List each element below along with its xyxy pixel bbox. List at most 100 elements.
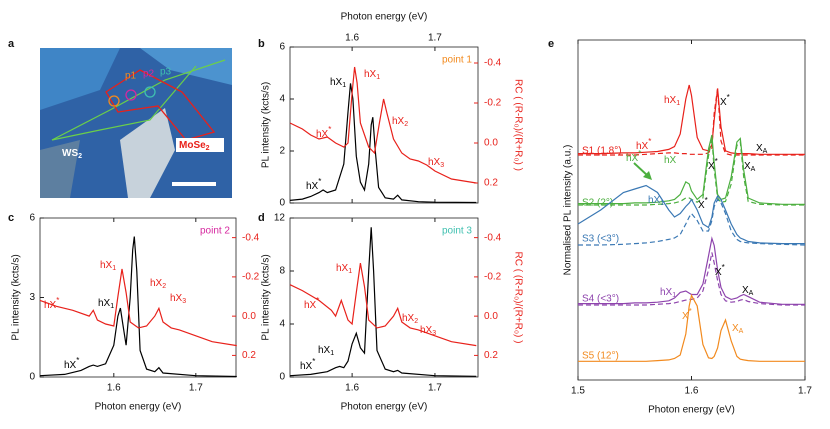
annotation-text: X [720, 97, 727, 108]
x-axis-label: Photon energy (eV) [341, 402, 428, 413]
annotation-sub: 2 [162, 283, 166, 290]
y-tick-label: 12 [274, 213, 286, 224]
annotation-sub: A [749, 290, 754, 297]
spectrum [578, 236, 805, 305]
panel-label: a [8, 38, 15, 50]
annotation-text: hX [428, 157, 441, 168]
y-axis-label: Normalised PL intensity (a.u.) [563, 145, 574, 276]
annotation-sup: * [727, 93, 730, 102]
x-tick-label: 1.7 [798, 386, 812, 397]
annotation-sup: * [316, 296, 319, 305]
y-tick-label: 6 [29, 213, 35, 224]
annotation: XA [756, 143, 768, 155]
label-sub: 2 [78, 153, 82, 160]
y2-tick-label: -0.2 [242, 272, 260, 283]
annotation-sub: A [763, 148, 768, 155]
y2-axis-label: RC ( (R-R₀)/(R+R₀) ) [512, 79, 523, 171]
image-label: p3 [160, 67, 172, 78]
annotation-text: X [708, 161, 715, 172]
annotation-sub: 3 [432, 330, 436, 337]
annotation-text: hX [648, 195, 661, 206]
series-label: S3 (<3°) [582, 234, 619, 245]
series-label: S1 (1.8°) [582, 146, 622, 157]
spectrum [577, 184, 805, 245]
annotation-sup: * [648, 137, 651, 146]
x-tick-label: 1.5 [571, 386, 585, 397]
annotation-sub: 1 [348, 268, 352, 275]
annotation-text: hX [660, 287, 673, 298]
annotation-sup: * [318, 177, 321, 186]
plot-frame [289, 46, 479, 204]
x-tick-label: 1.7 [428, 383, 442, 394]
annotation-text: hX [664, 155, 677, 166]
plot-frame [289, 217, 479, 378]
annotation-sub: 3 [182, 298, 186, 305]
annotation: hX* [64, 356, 79, 371]
annotation-text: hX [392, 116, 405, 127]
x-tick-label: 1.7 [189, 383, 203, 394]
x-tick-label: 1.6 [345, 33, 359, 44]
y-tick-label: 6 [279, 42, 285, 53]
y2-axis-label: RC ( (R-R₀)/(R+R₀) ) [512, 252, 523, 344]
y-tick-label: 0 [29, 372, 35, 383]
annotation-text: hX [316, 129, 329, 140]
y2-tick-label: -0.2 [484, 98, 502, 109]
y-axis-label: PL intensity (kcts/s) [261, 254, 272, 340]
annotation: hX1 [98, 298, 114, 310]
annotation: X* [708, 157, 718, 172]
annotation: hX1 [364, 69, 380, 81]
image-label: p1 [125, 71, 137, 82]
panel-label: d [258, 212, 265, 224]
y-axis-label: PL intensity (kcts/s) [261, 82, 272, 168]
spectrum [578, 134, 805, 205]
annotation-text: hX [420, 325, 433, 336]
annotation: hX3 [428, 157, 444, 169]
y-tick-label: 8 [279, 266, 285, 277]
series-label: S2 (2°) [582, 198, 613, 209]
y-tick-label: 0 [279, 198, 285, 209]
annotation: hX1 [100, 260, 116, 272]
annotation: hX* [316, 125, 331, 140]
annotation: hX1 [336, 263, 352, 275]
annotation-text: hX [306, 181, 319, 192]
annotation-text: hX [98, 298, 111, 309]
y-tick-label: 0 [279, 372, 285, 383]
annotation: hX3 [170, 293, 186, 305]
annotation-sub: 3 [440, 162, 444, 169]
arrow-head [643, 171, 652, 180]
annotation: hX2 [392, 116, 408, 128]
label-text: WS [62, 148, 78, 159]
panel-label: c [8, 212, 14, 224]
annotation-sub: 1 [676, 100, 680, 107]
image-label: p2 [143, 69, 155, 80]
spectrum [578, 84, 805, 155]
annotation-sub: A [751, 166, 756, 173]
annotation: hX1 [664, 95, 680, 107]
panel-label: e [548, 38, 554, 50]
series-label: S5 (12°) [582, 351, 619, 362]
y-tick-label: 3 [29, 292, 35, 303]
annotation: X* [715, 263, 725, 278]
fit-spectrum [578, 252, 805, 306]
annotation: hX1 [660, 287, 676, 299]
annotation-sup: * [705, 196, 708, 205]
annotation: hX* [304, 296, 319, 311]
image-label: WS2 [62, 148, 82, 160]
annotation-sub: 1 [672, 292, 676, 299]
annotation-text: hX [318, 345, 331, 356]
annotation: X* [720, 93, 730, 108]
annotation-sub: 1 [330, 350, 334, 357]
annotation-sub: 1 [112, 265, 116, 272]
annotation-sub: 1 [342, 82, 346, 89]
y-tick-label: 4 [279, 94, 285, 105]
annotation-text: hX [304, 300, 317, 311]
annotation-text: X [715, 267, 722, 278]
micrograph [40, 48, 232, 198]
annotation: hX* [300, 357, 315, 372]
annotation-text: hX [626, 153, 639, 164]
y2-tick-label: 0.0 [484, 311, 498, 322]
annotation-text: X [756, 143, 763, 154]
annotation-text: X [732, 323, 739, 334]
y2-tick-label: 0.0 [484, 138, 498, 149]
